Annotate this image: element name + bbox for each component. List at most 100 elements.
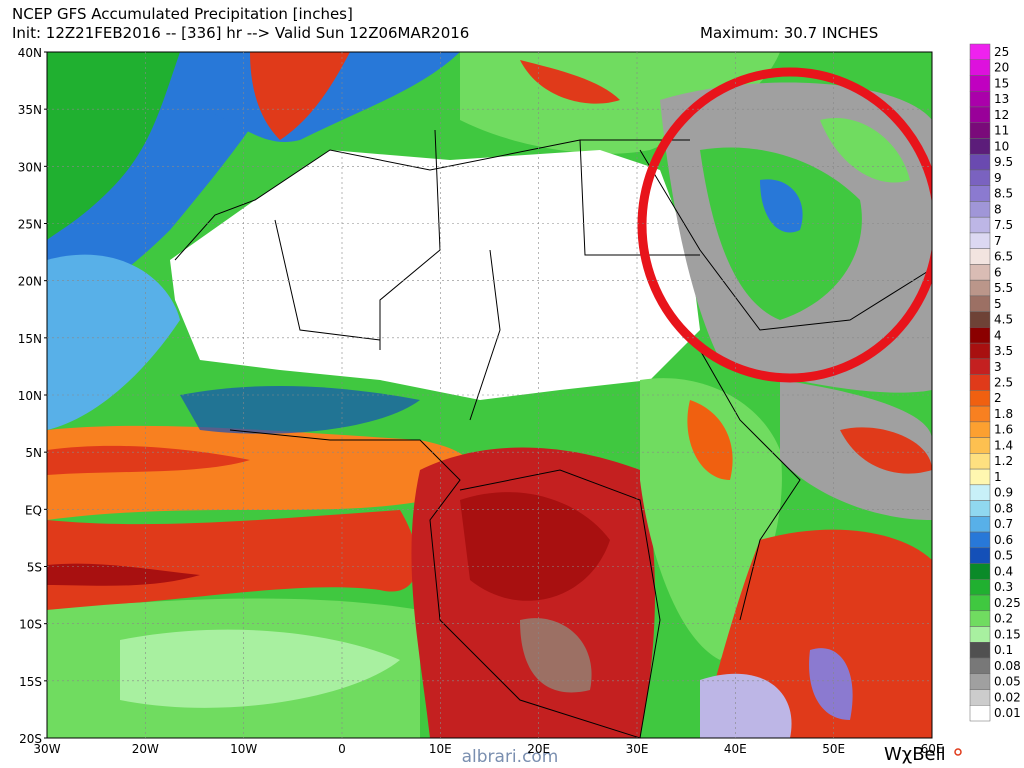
lat-label: 5S: [27, 561, 42, 575]
legend-label: 0.02: [994, 690, 1021, 704]
legend-swatch: [969, 138, 991, 155]
legend-label: 1.4: [994, 438, 1013, 452]
lat-label: EQ: [25, 503, 42, 517]
legend-swatch: [969, 657, 991, 675]
legend-swatch: [969, 594, 991, 612]
legend-label: 9: [994, 171, 1002, 185]
legend-label: 25: [994, 45, 1009, 59]
legend-label: 0.05: [994, 675, 1021, 689]
legend-swatch: [969, 453, 991, 470]
legend-swatch: [969, 106, 991, 123]
legend-swatch: [969, 610, 991, 627]
lon-label: 20E: [527, 742, 550, 756]
legend-swatch: [969, 531, 991, 549]
legend-swatch: [969, 216, 991, 234]
legend-swatch: [969, 484, 991, 501]
brand: WχBell: [884, 744, 946, 765]
legend-label: 1.8: [994, 407, 1013, 421]
legend-label: 0.1: [994, 643, 1013, 657]
legend-label: 8: [994, 202, 1002, 216]
legend-label: 3: [994, 360, 1002, 374]
lat-label: 20S: [19, 732, 42, 746]
legend-label: 0.8: [994, 501, 1013, 515]
legend-label: 2: [994, 391, 1002, 405]
legend-swatch: [969, 405, 991, 423]
legend-swatch: [969, 248, 991, 265]
map: [47, 52, 932, 738]
legend-label: 0.15: [994, 627, 1021, 641]
legend-swatch: [969, 626, 991, 643]
legend-swatch: [969, 59, 991, 76]
maximum: Maximum: 30.7 INCHES: [700, 24, 878, 42]
legend-label: 0.4: [994, 564, 1013, 578]
legend-label: 0.7: [994, 517, 1013, 531]
legend-swatch: [969, 295, 991, 312]
legend-swatch: [969, 169, 991, 186]
legend-label: 0.6: [994, 533, 1013, 547]
legend-swatch: [969, 468, 991, 486]
legend-label: 6.5: [994, 250, 1013, 264]
legend-swatch: [969, 547, 991, 564]
brand-icon: [954, 748, 962, 756]
legend-label: 0.01: [994, 706, 1021, 720]
legend-swatch: [969, 90, 991, 108]
lon-label: 10E: [429, 742, 452, 756]
legend-swatch: [969, 201, 991, 218]
legend-swatch: [969, 516, 991, 533]
legend-swatch: [969, 705, 991, 722]
legend-label: 8.5: [994, 187, 1013, 201]
legend-label: 0.3: [994, 580, 1013, 594]
legend-swatch: [969, 122, 991, 139]
title: NCEP GFS Accumulated Precipitation [inch…: [12, 5, 353, 23]
legend-label: 2.5: [994, 376, 1013, 390]
legend-label: 3.5: [994, 344, 1013, 358]
legend-swatch: [969, 437, 991, 454]
lon-label: 20W: [132, 742, 159, 756]
lat-label: 30N: [18, 160, 42, 174]
legend-swatch: [969, 232, 991, 249]
legend-swatch: [969, 264, 991, 281]
lat-label: 15N: [18, 332, 42, 346]
lon-label: 40E: [724, 742, 747, 756]
legend-label: 9.5: [994, 155, 1013, 169]
legend-swatch: [969, 421, 991, 438]
legend-label: 10: [994, 139, 1009, 153]
legend-label: 20: [994, 61, 1009, 75]
legend-swatch: [969, 563, 991, 580]
init-line: Init: 12Z21FEB2016 -- [336] hr --> Valid…: [12, 24, 469, 42]
lat-label: 15S: [19, 675, 42, 689]
legend-swatch: [969, 327, 991, 344]
legend-label: 7: [994, 234, 1002, 248]
legend-label: 4: [994, 328, 1002, 342]
legend-swatch: [969, 500, 991, 517]
legend-label: 1.6: [994, 423, 1013, 437]
legend-swatch: [969, 311, 991, 328]
legend-swatch: [969, 358, 991, 375]
legend-label: 5.5: [994, 281, 1013, 295]
lat-label: 5N: [25, 446, 42, 460]
lat-label: 35N: [18, 103, 42, 117]
lat-label: 25N: [18, 218, 42, 232]
lat-label: 20N: [18, 275, 42, 289]
legend-label: 0.25: [994, 596, 1021, 610]
lat-label: 10S: [19, 618, 42, 632]
legend-label: 0.08: [994, 659, 1021, 673]
lon-label: 0: [338, 742, 346, 756]
legend-swatch: [969, 689, 991, 706]
legend-label: 0.2: [994, 612, 1013, 626]
lon-label: 50E: [822, 742, 845, 756]
legend-swatch: [969, 642, 991, 659]
legend-swatch: [969, 279, 991, 297]
legend-label: 6: [994, 265, 1002, 279]
legend-swatch: [969, 75, 991, 92]
legend-swatch: [969, 185, 991, 202]
legend-swatch: [969, 579, 991, 596]
lat-label: 40N: [18, 46, 42, 60]
lon-label: 30E: [626, 742, 649, 756]
legend-label: 0.9: [994, 486, 1013, 500]
legend-label: 0.5: [994, 549, 1013, 563]
legend-label: 7.5: [994, 218, 1013, 232]
legend-label: 15: [994, 76, 1009, 90]
legend-swatch: [969, 374, 991, 391]
